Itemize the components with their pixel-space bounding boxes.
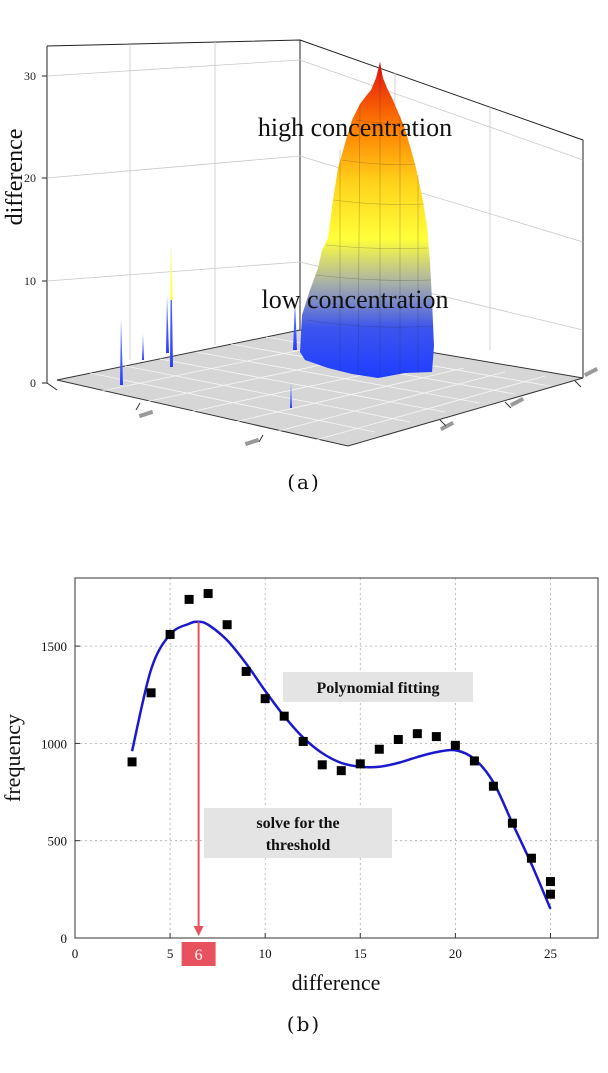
surface-3d-chart: 0 10 20 30 difference bbox=[2, 39, 599, 447]
data-point bbox=[488, 781, 498, 791]
data-points bbox=[127, 589, 555, 899]
data-point bbox=[450, 740, 460, 750]
scatter-fit-chart: 0 5 10 15 20 25 0 500 1000 1500 Polynomial fitti… bbox=[0, 577, 599, 995]
floor-axis-tick-marks bbox=[138, 366, 599, 447]
data-point bbox=[279, 711, 289, 721]
gridlines bbox=[75, 578, 598, 938]
z-tick-label: 0 bbox=[30, 376, 36, 390]
x-axis: 0 5 10 15 20 25 bbox=[72, 933, 557, 961]
x-tick-label: 15 bbox=[354, 946, 367, 961]
low-concentration-label: low concentration bbox=[262, 285, 449, 314]
data-point bbox=[184, 594, 194, 604]
y-tick-label: 500 bbox=[48, 834, 68, 849]
plot-frame bbox=[74, 577, 599, 939]
threshold-arrow: 6 bbox=[181, 621, 216, 966]
data-point bbox=[146, 688, 156, 698]
z-tick-label: 10 bbox=[24, 274, 36, 288]
data-point bbox=[127, 757, 137, 767]
x-tick-label: 20 bbox=[449, 946, 462, 961]
small-spikes bbox=[120, 245, 297, 408]
y-axis-title: frequency bbox=[0, 714, 25, 802]
fit-label: Polynomial fitting bbox=[316, 680, 439, 697]
data-point bbox=[545, 877, 555, 887]
z-tick-label: 20 bbox=[24, 171, 36, 185]
fit-curve bbox=[130, 620, 552, 910]
data-point bbox=[298, 736, 308, 746]
x-tick-label: 25 bbox=[544, 946, 557, 961]
data-point bbox=[431, 732, 441, 742]
data-point bbox=[507, 818, 517, 828]
y-tick-label: 1000 bbox=[41, 736, 67, 751]
z-tick-label: 30 bbox=[24, 69, 36, 83]
data-point bbox=[241, 666, 251, 676]
threshold-value: 6 bbox=[195, 947, 203, 964]
concentration-surface bbox=[300, 62, 434, 378]
caption-a: (a) bbox=[287, 470, 321, 494]
x-tick-label: 5 bbox=[167, 946, 174, 961]
y-tick-label: 0 bbox=[61, 931, 68, 946]
data-point bbox=[545, 889, 555, 899]
z-axis: 0 10 20 30 bbox=[24, 69, 47, 390]
data-point bbox=[355, 759, 365, 769]
data-point bbox=[469, 756, 479, 766]
fit-line bbox=[130, 620, 552, 910]
z-axis-title: difference bbox=[2, 129, 28, 226]
data-point bbox=[222, 620, 232, 630]
fit-label-box bbox=[283, 672, 473, 702]
threshold-label-line2: threshold bbox=[266, 837, 331, 854]
data-point bbox=[336, 766, 346, 776]
threshold-label-line1: solve for the bbox=[256, 815, 339, 832]
x-axis-title: difference bbox=[292, 970, 381, 995]
data-point bbox=[317, 760, 327, 770]
floor-axis-ticks bbox=[135, 380, 582, 443]
threshold-label-box bbox=[204, 808, 392, 858]
data-point bbox=[203, 589, 213, 599]
data-point bbox=[393, 735, 403, 745]
data-point bbox=[412, 729, 422, 739]
data-point bbox=[260, 694, 270, 704]
x-tick-label: 0 bbox=[72, 946, 79, 961]
data-point bbox=[374, 744, 384, 754]
x-tick-label: 10 bbox=[259, 946, 272, 961]
caption-b: (b) bbox=[286, 1012, 322, 1036]
data-point bbox=[165, 629, 175, 639]
y-axis: 0 500 1000 1500 bbox=[41, 639, 80, 946]
threshold-arrow-head bbox=[193, 926, 204, 936]
data-point bbox=[526, 853, 536, 863]
threshold-value-box bbox=[181, 942, 216, 966]
high-concentration-label: high concentration bbox=[258, 113, 452, 142]
y-tick-label: 1500 bbox=[41, 639, 67, 654]
